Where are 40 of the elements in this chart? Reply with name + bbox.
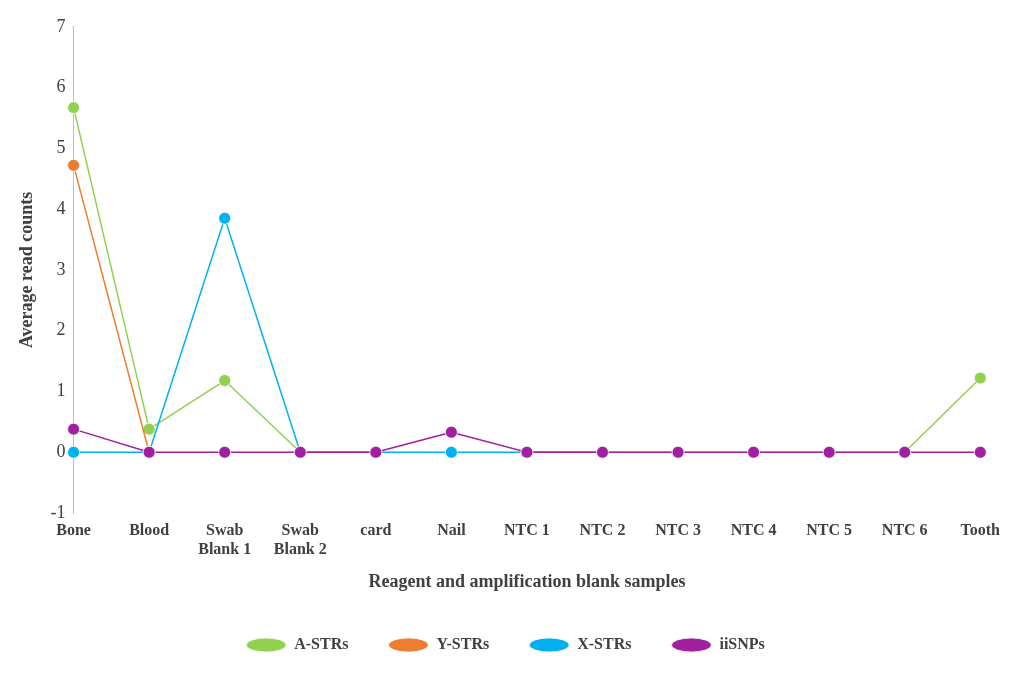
legend-label: Y-STRs xyxy=(436,635,490,653)
y-tick-label: 4 xyxy=(56,197,66,218)
point xyxy=(973,445,987,459)
point xyxy=(218,374,232,387)
point xyxy=(218,211,232,225)
x-tick-label: Bone xyxy=(56,520,91,538)
x-tick-label: NTC 1 xyxy=(504,520,550,538)
x-tick-label: Nail xyxy=(437,520,467,538)
point xyxy=(67,101,80,115)
x-tick-label: NTC 4 xyxy=(730,520,777,538)
x-tick-label: NTC 3 xyxy=(655,520,701,538)
y-tick-label: -1 xyxy=(50,501,66,522)
point xyxy=(67,445,80,459)
x-axis-title: Reagent and amplification blank samples xyxy=(368,570,686,591)
point xyxy=(142,422,156,436)
point xyxy=(67,158,80,172)
y-tick-label: 3 xyxy=(56,258,66,279)
y-tick-label: 2 xyxy=(56,319,66,340)
x-tick-label: Tooth xyxy=(960,520,1001,538)
x-tick-label: Swab Blank 1 xyxy=(198,520,252,557)
y-axis-title: Average read counts xyxy=(16,191,37,349)
x-tick-label: NTC 5 xyxy=(806,520,853,538)
x-tick-label: NTC 2 xyxy=(579,520,626,538)
x-tick-label: NTC 6 xyxy=(881,520,928,538)
y-tick-label: 6 xyxy=(56,76,66,97)
x-tick-label: Blood xyxy=(129,520,170,538)
y-tick-label: 5 xyxy=(56,137,66,158)
legend-label: iiSNPs xyxy=(719,635,765,653)
y-tick-label: 1 xyxy=(56,380,66,401)
point xyxy=(67,422,80,436)
point xyxy=(973,371,987,385)
y-tick-label: 7 xyxy=(56,15,66,36)
legend-label: X-STRs xyxy=(577,635,632,653)
y-tick-label: 0 xyxy=(56,440,66,461)
legend-label: A-STRs xyxy=(294,635,349,653)
point xyxy=(444,425,458,439)
point xyxy=(218,445,232,459)
point xyxy=(444,445,458,459)
x-tick-label: Swab Blank 2 xyxy=(273,520,327,557)
x-tick-label: card xyxy=(360,520,392,538)
